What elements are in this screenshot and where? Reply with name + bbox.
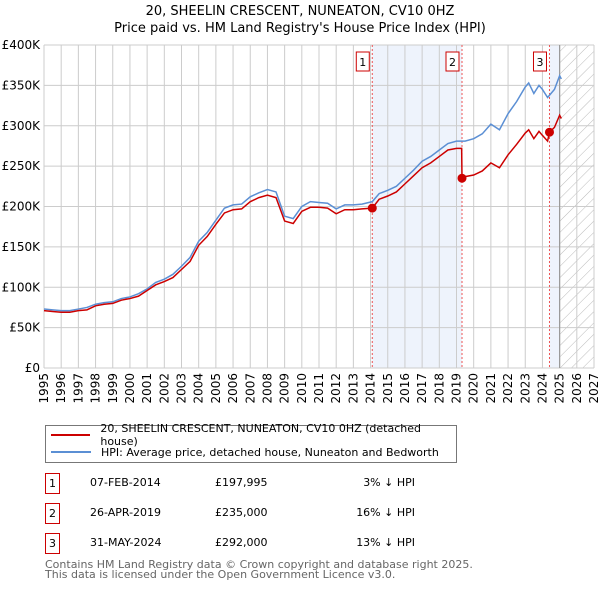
x-tick-label: 2010 [295,373,309,404]
sale-badge: 2 [45,503,60,524]
chart-title: 20, SHEELIN CRESCENT, NUNEATON, CV10 0HZ [145,4,455,19]
y-tick-label: £250K [2,159,42,173]
x-tick-label: 2014 [364,373,378,404]
x-tick-label: 2002 [157,373,171,404]
x-tick-label: 1997 [71,373,85,404]
y-tick-label: £0 [25,361,40,375]
legend-label: 20, SHEELIN CRESCENT, NUNEATON, CV10 0HZ… [100,422,422,448]
x-tick-label: 2027 [587,373,600,404]
x-tick-label: 2021 [484,373,498,404]
hpi-line [43,73,563,312]
sale-row: 3 31-MAY-2024 £292,000 13% ↓ HPI [45,533,445,554]
legend-swatch-blue [51,451,91,453]
sale-row: 2 26-APR-2019 £235,000 16% ↓ HPI [45,503,445,524]
x-tick-label: 2004 [192,373,206,404]
sale-date: 07-FEB-2014 [90,476,161,489]
x-tick-label: 2003 [175,373,189,404]
x-tick-label: 2016 [398,373,412,404]
footer-line: Contains HM Land Registry data © Crown c… [45,558,473,571]
x-tick-label: 2000 [123,373,137,404]
x-tick-label: 2006 [226,373,240,404]
y-tick-label: £200K [2,200,42,214]
x-tick-label: 2020 [467,373,481,404]
property-price-line [43,113,563,314]
x-tick-label: 1998 [89,373,103,404]
sale-label-box [355,51,370,72]
x-tick-label: 2023 [518,373,532,404]
y-tick-label: £400K [2,38,42,52]
x-tick-label: 2011 [312,373,326,404]
legend-item-property: 20, SHEELIN CRESCENT, NUNEATON, CV10 0HZ… [51,422,456,448]
sale-label-box [532,51,547,72]
legend-swatch-red [51,434,91,436]
x-tick-label: 2009 [278,373,292,404]
x-tick-label: 2018 [432,373,446,404]
x-tick-label: 2001 [140,373,154,404]
sale-label-box [445,51,460,72]
y-tick-label: £300K [2,119,42,133]
x-tick-label: 2022 [501,373,515,404]
sale-price: £235,000 [215,506,268,519]
sale-point [457,173,467,183]
x-tick-label: 2024 [535,373,549,404]
x-tick-label: 2026 [570,373,584,404]
price-chart: £0 £50K £100K £150K £200K £250K £300K £350K £400… [2,38,600,404]
x-tick-label: 2013 [346,373,360,404]
sale-hpi-diff: 13% ↓ HPI [356,536,415,549]
y-tick-label: £150K [2,240,42,254]
x-tick-label: 2005 [209,373,223,404]
y-tick-label: £350K [2,78,42,92]
x-tick-label: 2008 [260,373,274,404]
y-tick-label: £100K [2,280,42,294]
chart-subtitle: Price paid vs. HM Land Registry's House … [114,21,486,36]
sale-label: 2 [449,56,456,69]
x-tick-label: 2019 [450,373,464,404]
footer: Contains HM Land Registry data © Crown c… [45,558,473,581]
sale-hpi-diff: 3% ↓ HPI [363,476,415,489]
x-tick-label: 1999 [106,373,120,404]
legend-label: HPI: Average price, detached house, Nune… [101,445,439,459]
sale-badge: 1 [45,473,60,494]
sale-date: 26-APR-2019 [90,506,162,519]
x-tick-label: 2015 [381,373,395,404]
y-tick-label: £50K [9,321,41,335]
sale-point [367,203,377,213]
x-tick-label: 2012 [329,373,343,404]
x-tick-label: 2017 [415,373,429,404]
sale-date: 31-MAY-2024 [90,536,162,549]
sale-hpi-diff: 16% ↓ HPI [356,506,415,519]
x-tick-label: 2025 [553,373,567,404]
sale-row: 1 07-FEB-2014 £197,995 3% ↓ HPI [45,473,445,494]
footer-line: This data is licensed under the Open Gov… [45,568,396,581]
sale-badge: 3 [45,533,60,554]
x-tick-label: 2007 [243,373,257,404]
sale-price: £292,000 [215,536,268,549]
x-tick-label: 1996 [54,373,68,404]
x-tick-label: 1995 [37,373,51,404]
sale-label: 1 [359,56,366,69]
sale-price: £197,995 [215,476,268,489]
sale-label: 3 [536,56,543,69]
sale-point [544,127,554,137]
legend-item-hpi: HPI: Average price, detached house, Nune… [51,444,439,460]
legend: 20, SHEELIN CRESCENT, NUNEATON, CV10 0HZ… [45,422,457,463]
